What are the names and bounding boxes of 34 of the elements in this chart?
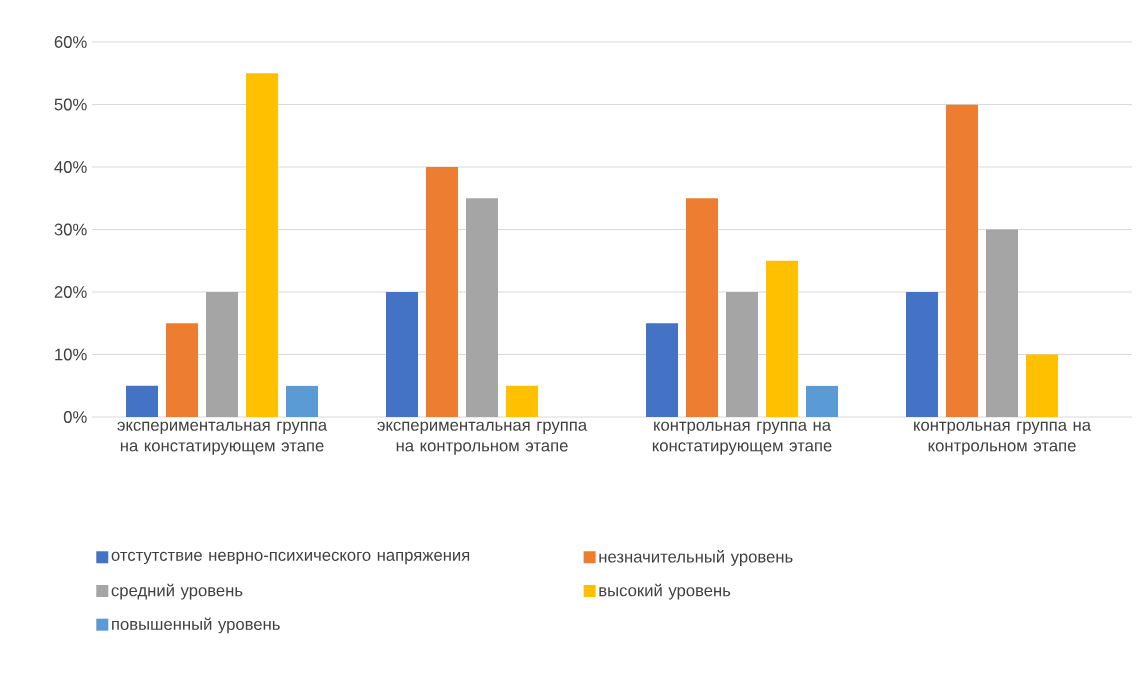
bar	[286, 385, 319, 417]
y-tick-label: 40%	[54, 161, 87, 173]
bar	[686, 198, 719, 417]
y-tick-label: 0%	[63, 411, 87, 423]
bar	[426, 166, 459, 417]
legend-label: отстутствие неврно-психического напряжения	[111, 551, 470, 565]
bar	[126, 385, 159, 417]
bar	[726, 291, 759, 417]
bar	[986, 229, 1019, 417]
y-tick-label: 30%	[54, 223, 87, 236]
bar	[766, 260, 799, 417]
bar	[386, 291, 419, 417]
bar	[806, 385, 839, 417]
bar	[946, 104, 979, 417]
bar	[206, 291, 239, 417]
bar	[646, 323, 679, 417]
bar	[166, 323, 199, 417]
y-tick-label: 20%	[54, 286, 87, 298]
legend-label: повышенный уровень	[112, 617, 280, 634]
x-tick-label: контрольная группа на контрольном этапе	[914, 421, 1092, 455]
legend-label: средний уровень	[111, 583, 243, 600]
legend-label: незначительный уровень	[599, 550, 793, 566]
x-tick-label: экспериментальная группа на констатирующем этапе	[117, 421, 328, 455]
y-tick-label: 60%	[54, 36, 87, 48]
bar	[906, 291, 939, 417]
bar	[506, 385, 539, 417]
y-tick-label: 10%	[55, 348, 87, 361]
x-tick-label: экспериментальная группа на контрольном этапе	[377, 421, 588, 455]
bar	[466, 198, 499, 417]
y-tick-label: 50%	[54, 98, 87, 111]
bar	[1026, 354, 1058, 417]
bar	[246, 73, 279, 417]
legend-label: высокий уровень	[599, 583, 731, 600]
x-tick-label: контрольная группа на констатирующем этапе	[652, 421, 832, 455]
